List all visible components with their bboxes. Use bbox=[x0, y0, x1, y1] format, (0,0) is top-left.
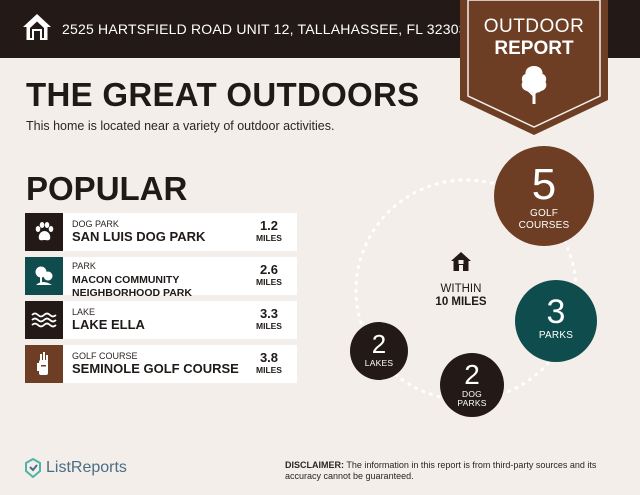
golf-courses-count: 5 GOLF COURSES bbox=[494, 146, 594, 246]
item-category: DOG PARK bbox=[72, 219, 119, 229]
item-name: SEMINOLE GOLF COURSE bbox=[72, 361, 239, 376]
logo-text: ListReports bbox=[46, 459, 127, 476]
icon-box bbox=[25, 301, 63, 339]
count-value: 5 bbox=[531, 160, 557, 209]
item-distance: 2.6 MILES bbox=[249, 263, 289, 288]
parks-count: 3 PARKS bbox=[515, 280, 597, 362]
distance-value: 2.6 bbox=[259, 262, 279, 277]
banner-line1: OUTDOOR bbox=[483, 16, 585, 37]
page-subtitle: This home is located near a variety of o… bbox=[26, 119, 335, 133]
item-distance: 3.3 MILES bbox=[249, 307, 289, 332]
distance-value: 1.2 bbox=[259, 218, 279, 233]
item-name-line2: NEIGHBORHOOD PARK bbox=[72, 287, 192, 299]
within-radius-label: WITHIN 10 MILES bbox=[430, 283, 492, 309]
house-icon bbox=[23, 14, 51, 40]
lakes-count: 2 LAKES bbox=[350, 322, 408, 380]
count-label-line1: GOLF bbox=[529, 208, 559, 219]
listreports-logo-icon bbox=[25, 458, 41, 478]
icon-box bbox=[25, 345, 63, 383]
icon-box bbox=[25, 213, 63, 251]
icon-box bbox=[25, 257, 63, 295]
count-label: PARKS bbox=[538, 330, 574, 341]
list-item-lake: LAKE LAKE ELLA 3.3 MILES bbox=[25, 301, 297, 339]
popular-heading: POPULAR bbox=[26, 170, 188, 207]
distance-unit: MILES bbox=[256, 365, 282, 375]
item-distance: 1.2 MILES bbox=[249, 219, 289, 244]
tree-icon bbox=[521, 66, 547, 104]
distance-unit: MILES bbox=[256, 321, 282, 331]
count-value: 2 bbox=[371, 329, 387, 359]
within-line2: 10 MILES bbox=[435, 296, 487, 308]
count-label: LAKES bbox=[364, 358, 394, 368]
house-icon bbox=[451, 252, 471, 271]
list-item-dog-park: DOG PARK SAN LUIS DOG PARK 1.2 MILES bbox=[25, 213, 297, 251]
property-address: 2525 HARTSFIELD ROAD UNIT 12, TALLAHASSE… bbox=[62, 21, 467, 37]
disclaimer-text: The information in this report is from t… bbox=[285, 460, 597, 481]
item-name-line1: MACON COMMUNITY bbox=[72, 274, 180, 286]
item-name: SAN LUIS DOG PARK bbox=[72, 229, 206, 244]
list-item-golf-course: GOLF COURSE SEMINOLE GOLF COURSE 3.8 MIL… bbox=[25, 345, 297, 383]
paw-icon bbox=[35, 222, 54, 241]
count-label-line1: DOG bbox=[462, 389, 482, 399]
disclaimer: DISCLAIMER: The information in this repo… bbox=[285, 460, 615, 482]
park-icon bbox=[35, 266, 53, 285]
banner-label: OUTDOOR REPORT bbox=[460, 16, 608, 60]
distance-value: 3.8 bbox=[259, 350, 279, 365]
distance-value: 3.3 bbox=[259, 306, 279, 321]
banner-line2: REPORT bbox=[494, 38, 574, 59]
count-value: 3 bbox=[546, 293, 566, 331]
within-line1: WITHIN bbox=[440, 283, 482, 295]
distance-unit: MILES bbox=[256, 277, 282, 287]
item-category: GOLF COURSE bbox=[72, 351, 138, 361]
dog-parks-count: 2 DOG PARKS bbox=[440, 353, 504, 417]
item-name: MACON COMMUNITY NEIGHBORHOOD PARK bbox=[72, 274, 247, 300]
count-label-line2: PARKS bbox=[457, 398, 487, 408]
item-distance: 3.8 MILES bbox=[249, 351, 289, 376]
page-title: THE GREAT OUTDOORS bbox=[26, 76, 420, 113]
item-name: LAKE ELLA bbox=[72, 317, 145, 332]
golf-bag-icon bbox=[37, 352, 48, 375]
waves-icon bbox=[31, 312, 57, 328]
count-value: 2 bbox=[464, 359, 480, 390]
list-item-park: PARK MACON COMMUNITY NEIGHBORHOOD PARK 2… bbox=[25, 257, 297, 299]
disclaimer-label: DISCLAIMER: bbox=[285, 460, 344, 470]
count-label-line2: COURSES bbox=[518, 220, 570, 231]
item-category: LAKE bbox=[72, 307, 96, 317]
item-category: PARK bbox=[72, 261, 96, 271]
distance-unit: MILES bbox=[256, 233, 282, 243]
